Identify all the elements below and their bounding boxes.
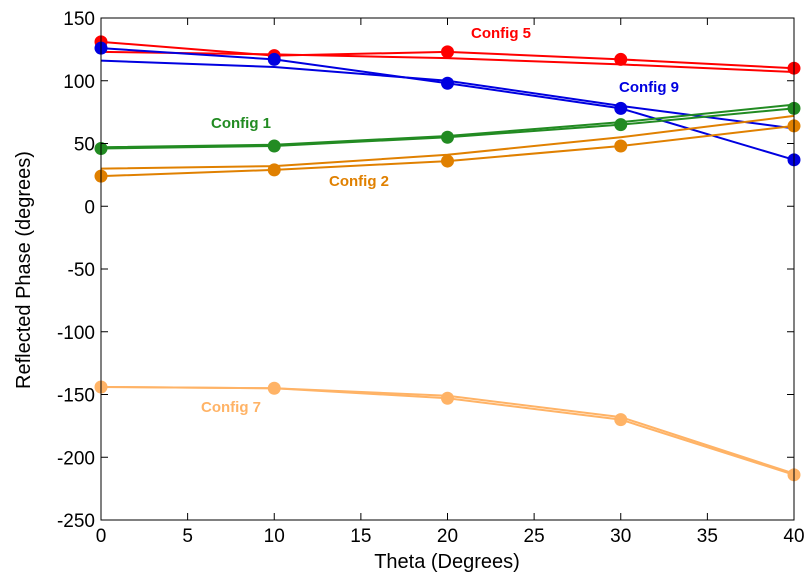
- y-tick-label: 50: [74, 135, 95, 156]
- x-tick-label: 35: [697, 526, 718, 547]
- y-tick-label: -150: [57, 386, 95, 407]
- y-tick-label: -50: [68, 260, 95, 281]
- y-tick-label: -100: [57, 323, 95, 344]
- y-axis-label: Reflected Phase (degrees): [13, 151, 35, 389]
- plot-area: [101, 18, 794, 576]
- data-point: [267, 381, 281, 395]
- data-point: [614, 52, 628, 66]
- series-label: Config 7: [201, 399, 261, 416]
- data-point: [441, 76, 454, 90]
- y-tick-label: 100: [63, 72, 95, 93]
- series-5: [94, 380, 801, 482]
- series-label: Config 2: [329, 173, 389, 190]
- x-tick-label: 15: [350, 526, 371, 547]
- x-axis-label: Theta (Degrees): [374, 551, 520, 573]
- data-point: [441, 45, 454, 59]
- labels-layer: Config 5 Config 9 Config 1 Config 2 Config 7: [201, 25, 679, 416]
- data-point: [267, 52, 281, 66]
- data-point: [267, 163, 281, 177]
- data-point: [614, 118, 628, 132]
- data-point: [614, 101, 628, 115]
- data-point: [614, 139, 628, 153]
- x-tick-label: 5: [182, 526, 193, 547]
- data-point: [614, 413, 628, 427]
- series-label: Config 9: [619, 79, 679, 96]
- series-label: Config 5: [471, 25, 531, 42]
- data-point: [441, 130, 454, 144]
- x-tick-label: 25: [524, 526, 545, 547]
- series-4: [94, 114, 801, 183]
- series-label: Config 1: [211, 115, 271, 132]
- x-tick-label: 40: [783, 526, 804, 547]
- x-tick-label: 0: [96, 526, 107, 547]
- x-tick-label: 10: [264, 526, 285, 547]
- x-tick-label: 20: [437, 526, 458, 547]
- x-tick-label: 30: [610, 526, 631, 547]
- axes-layer: 0 5 10 15 20 25 30 35 40 -250 -200 -150 -100 -50 0 50 10…: [57, 9, 805, 547]
- data-point: [441, 391, 454, 405]
- data-point: [267, 139, 281, 153]
- y-tick-label: 0: [84, 197, 95, 218]
- y-tick-label: 150: [63, 9, 95, 30]
- data-point: [441, 154, 454, 168]
- y-tick-label: -200: [57, 448, 95, 469]
- y-tick-label: -250: [57, 511, 95, 532]
